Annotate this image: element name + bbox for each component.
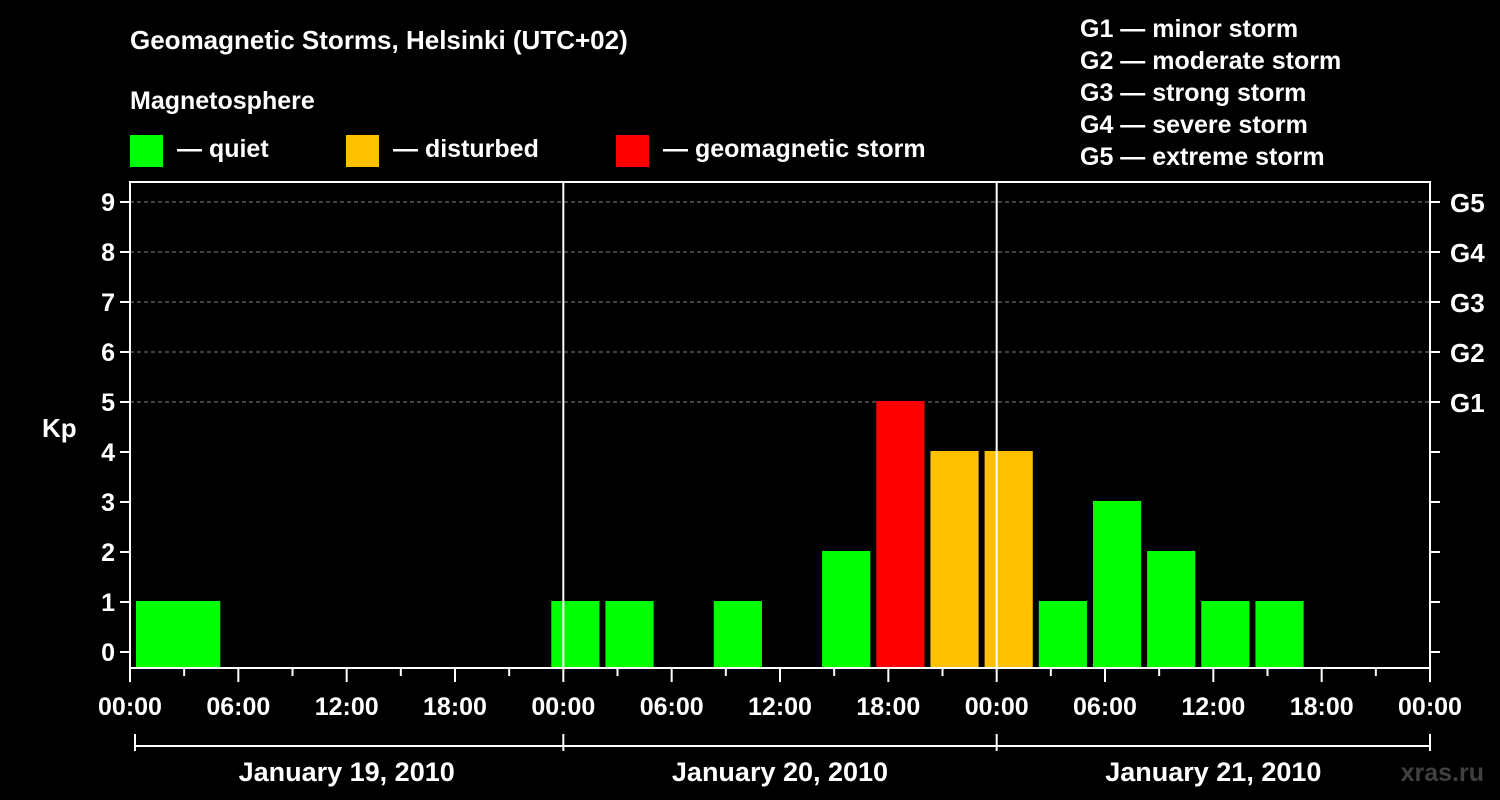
bar-11	[1147, 551, 1196, 668]
y-tick-label: 7	[101, 289, 115, 317]
axes	[129, 181, 1431, 669]
storm-scale-g3: G3 — strong storm	[1080, 79, 1306, 107]
y-axis-label: Kp	[42, 413, 77, 443]
x-tick-label: 00:00	[965, 693, 1029, 721]
storm-scale-g2: G2 — moderate storm	[1080, 47, 1341, 75]
day-labels: January 19, 2010 January 20, 2010 January …	[134, 734, 1431, 787]
bar-10	[1092, 501, 1142, 668]
storm-level-label: G3	[1450, 288, 1485, 318]
storm-scale-g4: G4 — severe storm	[1080, 111, 1308, 139]
x-tick-label: 00:00	[1398, 693, 1462, 721]
x-tick-label: 12:00	[748, 693, 812, 721]
plot-frame	[129, 181, 1431, 669]
legend-swatch-disturbed	[346, 135, 379, 167]
x-tick-label: 18:00	[856, 693, 920, 721]
bar-1	[172, 601, 221, 668]
legend-label-quiet: — quiet	[177, 135, 269, 163]
day-label: January 21, 2010	[1105, 757, 1321, 787]
legend-label-storm: — geomagnetic storm	[663, 135, 926, 163]
y-tick-label: 8	[101, 239, 115, 267]
bars	[136, 401, 1304, 668]
y-tick-label: 5	[101, 389, 115, 417]
x-tick-label: 06:00	[640, 693, 704, 721]
y-tick-label: 2	[101, 539, 115, 567]
bar-12	[1201, 601, 1250, 668]
legend-label-disturbed: — disturbed	[393, 135, 539, 163]
bar-13	[1255, 601, 1304, 668]
storm-level-label: G4	[1450, 238, 1485, 268]
storm-level-label: G5	[1450, 188, 1485, 218]
legend-title: Magnetosphere	[130, 87, 315, 115]
day-label: January 20, 2010	[672, 757, 888, 787]
bar-7	[930, 451, 979, 668]
bar-6	[876, 401, 925, 668]
y-ticks: 0 1 2 3 4 5 6 7 8 9	[101, 189, 130, 667]
legend-swatch-storm	[616, 135, 649, 167]
bar-9	[1038, 601, 1087, 668]
day-label: January 19, 2010	[239, 757, 455, 787]
x-tick-label: 06:00	[206, 693, 270, 721]
bar-3	[605, 601, 654, 668]
y-tick-label: 0	[101, 639, 115, 667]
x-ticks: 00:00 06:00 12:00 18:00 00:00 06:00 12:00 18:00…	[98, 668, 1462, 721]
color-legend: — quiet — disturbed — geomagnetic storm	[130, 135, 926, 167]
chart-title: Geomagnetic Storms, Helsinki (UTC+02)	[130, 25, 628, 55]
storm-scale-g5: G5 — extreme storm	[1080, 143, 1325, 171]
bar-8	[984, 451, 1033, 668]
x-tick-label: 12:00	[1181, 693, 1245, 721]
x-tick-label: 00:00	[531, 693, 595, 721]
x-tick-label: 12:00	[315, 693, 379, 721]
bar-2	[551, 601, 600, 668]
y-tick-label: 9	[101, 189, 115, 217]
y-tick-label: 6	[101, 339, 115, 367]
y-tick-label: 4	[101, 439, 115, 467]
storm-level-label: G1	[1450, 388, 1485, 418]
x-tick-label: 18:00	[423, 693, 487, 721]
gridlines	[130, 201, 1430, 403]
x-tick-label: 00:00	[98, 693, 162, 721]
legend-swatch-quiet	[130, 135, 163, 167]
y-tick-label: 1	[101, 589, 115, 617]
storm-level-ticks: G1 G2 G3 G4 G5	[1430, 188, 1485, 653]
storm-scale-g1: G1 — minor storm	[1080, 15, 1298, 43]
x-tick-label: 18:00	[1290, 693, 1354, 721]
y-tick-label: 3	[101, 489, 115, 517]
bar-5	[822, 551, 871, 668]
x-tick-label: 06:00	[1073, 693, 1137, 721]
storm-level-label: G2	[1450, 338, 1485, 368]
storm-scale-legend: G1 — minor storm G2 — moderate storm G3 …	[1080, 15, 1341, 171]
watermark: xras.ru	[1401, 759, 1484, 787]
bar-4	[713, 601, 762, 668]
